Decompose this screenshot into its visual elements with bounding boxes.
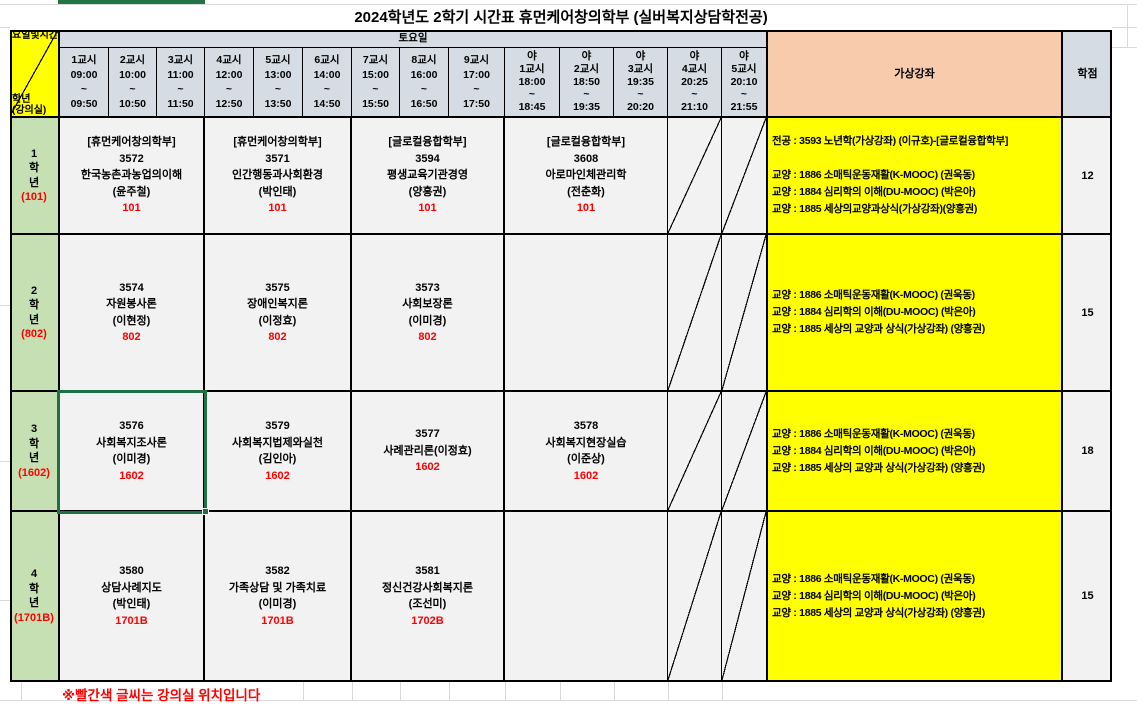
period-header-cell[interactable]: 5교시 13:00 ~ 13:50 (254, 48, 303, 118)
credits-cell[interactable]: 12 (1063, 118, 1112, 235)
empty-cell[interactable] (505, 512, 668, 682)
night-period-header-cell[interactable]: 야 1교시 18:00 ~ 18:45 (505, 48, 560, 118)
virtual-courses-header[interactable]: 가상강좌 (768, 30, 1063, 118)
course-cell[interactable]: 3577 사례관리론(이정효) 1602 (352, 392, 505, 512)
virtual-courses-cell[interactable]: 교양 : 1886 소매틱운동재활(K-MOOC) (권욱동) 교양 : 188… (768, 235, 1063, 392)
gridline (21, 682, 22, 700)
period-header-cell[interactable]: 9교시 17:00 ~ 17:50 (449, 48, 505, 118)
period-header-cell[interactable]: 4교시 12:00 ~ 12:50 (205, 48, 254, 118)
grade-label-cell[interactable]: 1 학 년 (101) (10, 118, 60, 235)
gridline (1127, 4, 1128, 48)
course-cell[interactable]: [글로컬융합학부] 3608 아로마인체관리학 (전춘화) 101 (505, 118, 668, 235)
course-cell[interactable]: [휴먼케어창의학부] 3572 한국농촌과농업의이해 (윤주철) 101 (60, 118, 205, 235)
gridline (0, 4, 1137, 5)
night-period-header-cell[interactable]: 야 2교시 18:50 ~ 19:35 (560, 48, 614, 118)
grade-label-cell[interactable]: 4 학 년 (1701B) (10, 512, 60, 682)
footnote[interactable]: ※빨간색 글씨는 강의실 위치입니다 (62, 688, 261, 703)
credits-cell[interactable]: 18 (1063, 392, 1112, 512)
gridline (352, 682, 353, 700)
course-cell[interactable]: [글로컬융합학부] 3594 평생교육기관경영 (양흥권) 101 (352, 118, 505, 235)
crossed-out-cell[interactable] (722, 392, 768, 512)
course-cell[interactable]: 3573 사회보장론 (이미경) 802 (352, 235, 505, 392)
period-header-cell[interactable]: 8교시 16:00 ~ 16:50 (400, 48, 449, 118)
gridline (449, 682, 450, 700)
period-header-cell[interactable]: 6교시 14:00 ~ 14:50 (303, 48, 352, 118)
course-cell[interactable]: [휴먼케어창의학부] 3571 인간행동과사회환경 (박인태) 101 (205, 118, 352, 235)
credits-header[interactable]: 학점 (1063, 30, 1112, 118)
course-cell[interactable]: 3581 정신건강사회복지론 (조선미) 1702B (352, 512, 505, 682)
gridline (505, 682, 506, 700)
gridline (0, 600, 10, 601)
course-cell-selected[interactable]: 3576 사회복지조사론 (이미경) 1602 (60, 392, 205, 512)
period-header-cell[interactable]: 3교시 11:00 ~ 11:50 (157, 48, 205, 118)
course-cell[interactable]: 3574 자원봉사론 (이현정) 802 (60, 235, 205, 392)
corner-header-cell[interactable]: 요일및시간 학년 (강의실) (10, 30, 60, 118)
gridline (614, 682, 615, 700)
night-period-header-cell[interactable]: 야 4교시 20:25 ~ 21:10 (668, 48, 722, 118)
gridline (0, 305, 10, 306)
column-highlight-strip (58, 0, 205, 4)
gridline (1112, 47, 1137, 48)
night-period-header-cell[interactable]: 야 5교시 20:10 ~ 21:55 (722, 48, 768, 118)
course-cell[interactable]: 3580 상담사례지도 (박인태) 1701B (60, 512, 205, 682)
virtual-courses-cell[interactable]: 교양 : 1886 소매틱운동재활(K-MOOC) (권욱동) 교양 : 188… (768, 392, 1063, 512)
gridline (0, 27, 10, 28)
crossed-out-cell[interactable] (668, 235, 722, 392)
page-title[interactable]: 2024학년도 2학기 시간표 휴먼케어창의학부 (실버복지상담학전공) (354, 9, 768, 26)
crossed-out-cell[interactable] (668, 118, 722, 235)
empty-cell[interactable] (505, 235, 668, 392)
crossed-out-cell[interactable] (722, 118, 768, 235)
selection-fill-handle[interactable] (202, 508, 209, 515)
gridline (1112, 27, 1137, 28)
course-cell[interactable]: 3582 가족상담 및 가족치료 (이미경) 1701B (205, 512, 352, 682)
night-period-header-cell[interactable]: 야 3교시 19:35 ~ 20:20 (614, 48, 668, 118)
virtual-courses-cell[interactable]: 전공 : 3593 노년학(가상강좌) (이규호)-[글로컬융합학부] 교양 :… (768, 118, 1063, 235)
credits-cell[interactable]: 15 (1063, 235, 1112, 392)
crossed-out-cell[interactable] (722, 235, 768, 392)
grade-label-cell[interactable]: 3 학 년 (1602) (10, 392, 60, 512)
crossed-out-cell[interactable] (668, 392, 722, 512)
gridline (303, 682, 304, 700)
corner-top-label: 요일및시간 (12, 30, 58, 41)
period-header-cell[interactable]: 1교시 09:00 ~ 09:50 (60, 48, 109, 118)
gridline (722, 682, 723, 700)
crossed-out-cell[interactable] (722, 512, 768, 682)
timetable: 요일및시간 학년 (강의실) 토요일 1교시 09:00 ~ 09:50 2교시… (10, 30, 1112, 682)
period-header-cell[interactable]: 7교시 15:00 ~ 15:50 (352, 48, 400, 118)
saturday-header[interactable]: 토요일 (60, 30, 768, 48)
gridline (0, 700, 1137, 701)
course-cell[interactable]: 3575 장애인복지론 (이정효) 802 (205, 235, 352, 392)
virtual-courses-cell[interactable]: 교양 : 1886 소매틱운동재활(K-MOOC) (권욱동) 교양 : 188… (768, 512, 1063, 682)
crossed-out-cell[interactable] (668, 512, 722, 682)
course-cell[interactable]: 3578 사회복지현장실습 (이준상) 1602 (505, 392, 668, 512)
grade-label-cell[interactable]: 2 학 년 (802) (10, 235, 60, 392)
corner-bottom-label: 학년 (강의실) (12, 94, 47, 116)
course-cell[interactable]: 3579 사회복지법제와실천 (김인아) 1602 (205, 392, 352, 512)
gridline (400, 682, 401, 700)
saturday-label: 토요일 (398, 32, 428, 44)
gridline (668, 682, 669, 700)
period-header-cell[interactable]: 2교시 10:00 ~ 10:50 (109, 48, 157, 118)
credits-cell[interactable]: 15 (1063, 512, 1112, 682)
gridline (0, 461, 10, 462)
gridline (560, 682, 561, 700)
